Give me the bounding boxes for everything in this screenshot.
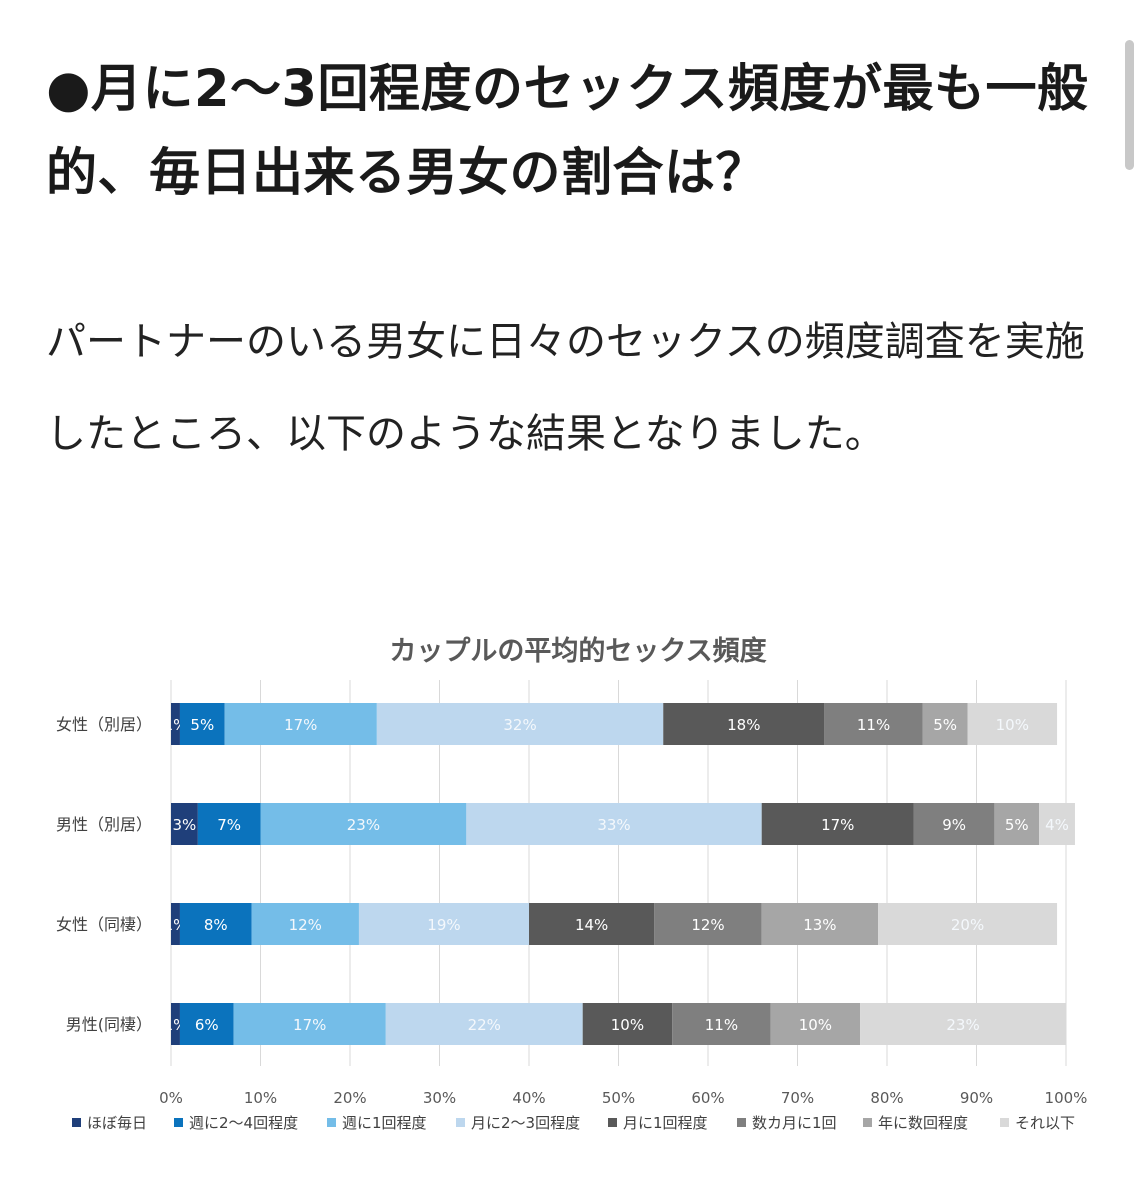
bar-segment xyxy=(171,703,180,745)
data-label: 12% xyxy=(691,916,724,934)
data-label: 4% xyxy=(1045,816,1069,834)
bar-segment xyxy=(179,903,252,945)
bar-segment xyxy=(179,703,225,745)
data-label: 10% xyxy=(996,716,1029,734)
data-label: 7% xyxy=(217,816,241,834)
data-label: 14% xyxy=(575,916,608,934)
bar-segment xyxy=(582,1003,673,1045)
x-tick-label: 80% xyxy=(870,1089,903,1107)
bar-segment xyxy=(179,1003,234,1045)
bar-segment xyxy=(967,703,1058,745)
data-label: 32% xyxy=(503,716,536,734)
data-label: 11% xyxy=(705,1016,738,1034)
x-tick-label: 20% xyxy=(333,1089,366,1107)
bar-segment xyxy=(672,1003,771,1045)
x-tick-label: 100% xyxy=(1045,1089,1088,1107)
data-label: 17% xyxy=(821,816,854,834)
legend-swatch xyxy=(737,1118,746,1127)
bar-segment xyxy=(260,803,467,845)
legend-label: 月に2〜3回程度 xyxy=(471,1114,580,1132)
intro-paragraph: パートナーのいる男女に日々のセックスの頻度調査を実施したところ、以下のような結果… xyxy=(46,319,1085,457)
data-label: 6% xyxy=(195,1016,219,1034)
data-label: 13% xyxy=(803,916,836,934)
data-label: 10% xyxy=(799,1016,832,1034)
bar-segment xyxy=(1039,803,1075,845)
legend-label: 数カ月に1回 xyxy=(752,1114,837,1132)
section-heading: ●月に2〜3回程度のセックス頻度が最も一般的、毎日出来る男女の割合は？ xyxy=(46,60,1089,203)
x-tick-label: 70% xyxy=(781,1089,814,1107)
data-label: 9% xyxy=(942,816,966,834)
data-label: 10% xyxy=(611,1016,644,1034)
x-tick-label: 90% xyxy=(960,1089,993,1107)
legend-label: ほぼ毎日 xyxy=(87,1114,147,1132)
bar-segment xyxy=(761,903,879,945)
bar-segment xyxy=(913,803,995,845)
data-label: 5% xyxy=(933,716,957,734)
bar-segment xyxy=(171,803,198,845)
category-label: 男性(同棲） xyxy=(66,1015,152,1034)
data-label: 17% xyxy=(293,1016,326,1034)
bar-segment xyxy=(878,903,1058,945)
data-label: 3% xyxy=(173,816,197,834)
bar-segment xyxy=(251,903,359,945)
legend-swatch xyxy=(72,1118,81,1127)
data-label: 12% xyxy=(289,916,322,934)
bar-segment xyxy=(385,1003,583,1045)
bar-segment xyxy=(171,903,180,945)
legend-swatch xyxy=(1000,1118,1009,1127)
bar-segment xyxy=(171,1003,180,1045)
bar-segment xyxy=(761,803,914,845)
bar-segment xyxy=(922,703,968,745)
data-label: 11% xyxy=(857,716,890,734)
bar-segment xyxy=(663,703,825,745)
x-tick-label: 10% xyxy=(244,1089,277,1107)
legend-label: 週に2〜4回程度 xyxy=(189,1114,298,1132)
bar-segment xyxy=(860,1003,1066,1045)
data-label: 23% xyxy=(347,816,380,834)
legend-label: 月に1回程度 xyxy=(623,1114,708,1132)
data-label: 8% xyxy=(204,916,228,934)
legend-label: 年に数回程度 xyxy=(878,1114,968,1132)
legend-label: 週に1回程度 xyxy=(342,1114,427,1132)
bar-segment xyxy=(994,803,1040,845)
data-label: 20% xyxy=(951,916,984,934)
category-label: 女性（同棲） xyxy=(56,915,152,934)
legend-swatch xyxy=(456,1118,465,1127)
bar-segment xyxy=(358,903,529,945)
data-label: 22% xyxy=(468,1016,501,1034)
legend-swatch xyxy=(327,1118,336,1127)
bar-segment xyxy=(197,803,261,845)
bar-segment xyxy=(824,703,923,745)
legend-swatch xyxy=(863,1118,872,1127)
data-label: 23% xyxy=(946,1016,979,1034)
data-label: 19% xyxy=(427,916,460,934)
legend-label: それ以下 xyxy=(1015,1114,1075,1132)
x-tick-label: 50% xyxy=(602,1089,635,1107)
bar-segment xyxy=(529,903,655,945)
scrollbar[interactable] xyxy=(1125,40,1134,170)
x-tick-label: 60% xyxy=(691,1089,724,1107)
bar-segment xyxy=(466,803,762,845)
chart-title: カップルの平均的セックス頻度 xyxy=(389,635,766,667)
category-label: 女性（別居） xyxy=(56,715,152,734)
stacked-bar-chart: カップルの平均的セックス頻度 0% 10% 20% 30% 40% 50% 60% 70% 80%… xyxy=(56,635,1088,1132)
bar-segment xyxy=(654,903,762,945)
x-tick-label: 40% xyxy=(512,1089,545,1107)
data-label: 5% xyxy=(190,716,214,734)
bar-segment xyxy=(224,703,377,745)
bar-segment xyxy=(233,1003,386,1045)
x-tick-label: 30% xyxy=(423,1089,456,1107)
data-label: 17% xyxy=(284,716,317,734)
bar-segment xyxy=(770,1003,861,1045)
bar-segment xyxy=(376,703,664,745)
legend-swatch xyxy=(174,1118,183,1127)
category-label: 男性（別居） xyxy=(56,815,152,834)
data-label: 18% xyxy=(727,716,760,734)
data-label: 5% xyxy=(1005,816,1029,834)
data-label: 33% xyxy=(597,816,630,834)
legend-swatch xyxy=(608,1118,617,1127)
x-tick-label: 0% xyxy=(159,1089,183,1107)
